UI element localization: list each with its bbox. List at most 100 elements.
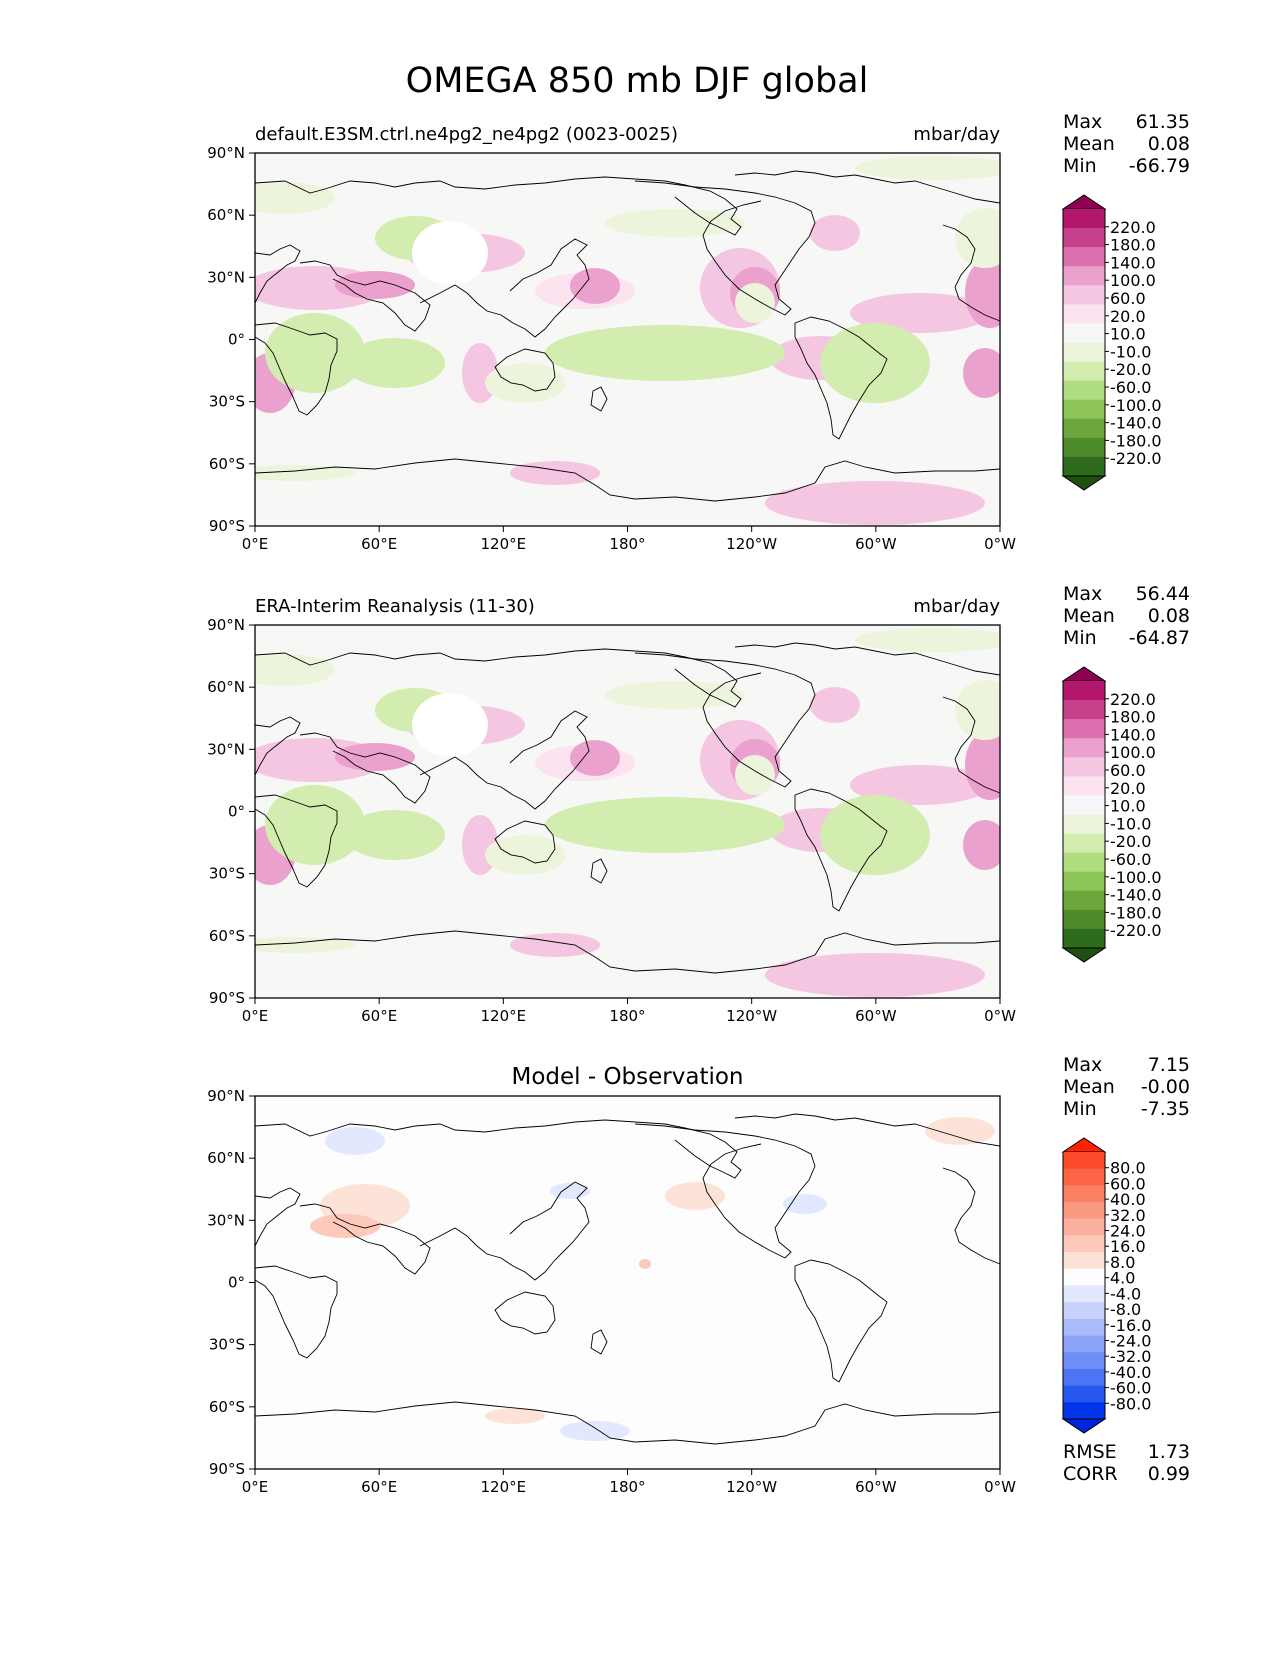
panel-difference: Model - Observation 90°N 60°N 30°N 0° 30°S 60°…	[207, 1054, 1190, 1496]
colorbar-segment	[1063, 1302, 1105, 1320]
contour-region	[485, 363, 565, 403]
lon-tick-label: 60°W	[855, 535, 897, 553]
contour-region	[485, 1408, 545, 1424]
lon-tick-label: 0°E	[242, 1478, 269, 1496]
contour-region	[545, 325, 785, 381]
stat-label: Max	[1063, 1054, 1102, 1076]
colorbar-tick-label: 60.0	[1110, 289, 1146, 308]
contour-region	[570, 268, 620, 304]
lat-tick-label: 0°	[228, 803, 245, 821]
lon-tick-label: 60°E	[361, 1007, 397, 1025]
lat-tick-label: 30°S	[209, 393, 245, 411]
colorbar-segment	[1063, 342, 1105, 362]
colorbar-tick-label: -32.0	[1110, 1347, 1151, 1366]
contour-region	[735, 755, 775, 795]
contour-region	[605, 209, 745, 237]
map: 90°N 60°N 30°N 0° 30°S 60°S 90°S0°E 60°E 120°E 18…	[207, 616, 1016, 1025]
colorbar-tick-label: -4.0	[1110, 1284, 1141, 1303]
colorbar-segment	[1063, 909, 1105, 930]
colorbar-tick-label: -60.0	[1110, 850, 1151, 869]
panel-reference: ERA-Interim Reanalysis (11-30) mbar/day90…	[207, 583, 1190, 1025]
colorbar-tick-label: 60.0	[1110, 761, 1146, 780]
lon-tick-label: 0°W	[984, 1007, 1016, 1025]
colorbar-tick-label: 10.0	[1110, 797, 1146, 816]
lon-tick-label: 120°W	[726, 1478, 777, 1496]
colorbar-segment	[1063, 456, 1105, 477]
colorbar-segment	[1063, 1218, 1105, 1236]
stat-value: 61.35	[1136, 111, 1190, 133]
colorbar-tick-label: 80.0	[1110, 1159, 1146, 1178]
colorbar-extend-max	[1061, 666, 1107, 682]
colorbar-tick-label: -100.0	[1110, 396, 1162, 415]
contour-region	[963, 820, 1000, 870]
colorbar-segment	[1063, 209, 1105, 229]
contour-region	[335, 271, 415, 299]
colorbar-segment	[1063, 1285, 1105, 1303]
colorbar-segment	[1063, 738, 1105, 758]
colorbar-tick-label: -20.0	[1110, 832, 1151, 851]
contour-region	[665, 1182, 725, 1210]
contour-region	[335, 743, 415, 771]
contour-fill	[255, 628, 1000, 997]
lon-tick-label: 60°W	[855, 1007, 897, 1025]
lon-tick-label: 0°E	[242, 1007, 269, 1025]
stat-label: Min	[1063, 627, 1097, 649]
colorbar-tick-label: 4.0	[1110, 1269, 1135, 1288]
lon-tick-label: 120°E	[481, 1478, 527, 1496]
colorbar-tick-label: 32.0	[1110, 1206, 1146, 1225]
lat-tick-label: 0°	[228, 1274, 245, 1292]
lat-tick-label: 30°S	[209, 1336, 245, 1354]
lon-tick-label: 60°W	[855, 1478, 897, 1496]
stat-label: Mean	[1063, 133, 1115, 155]
colorbar-tick-label: -10.0	[1110, 814, 1151, 833]
lat-tick-label: 90°N	[207, 144, 245, 162]
colorbar-segment	[1063, 776, 1105, 796]
lat-tick-label: 30°N	[207, 1211, 245, 1229]
stat-value: 56.44	[1136, 583, 1190, 605]
stat-value: 7.15	[1148, 1054, 1190, 1076]
stat-value: -66.79	[1129, 155, 1190, 177]
contour-region	[545, 797, 785, 853]
lon-tick-label: 60°E	[361, 535, 397, 553]
colorbar-tick-label: -20.0	[1110, 360, 1151, 379]
colorbar-segment	[1063, 1235, 1105, 1253]
contour-region	[925, 1117, 995, 1145]
colorbar: 220.0180.0140.0100.060.020.010.0-10.0-20…	[1061, 666, 1162, 963]
colorbar-tick-label: 220.0	[1110, 690, 1156, 709]
contour-region	[345, 338, 445, 388]
contour-region	[765, 953, 985, 997]
colorbar-outline	[1062, 681, 1106, 948]
colorbar-tick-label: 24.0	[1110, 1222, 1146, 1241]
contour-region	[850, 293, 990, 333]
map: 90°N 60°N 30°N 0° 30°S 60°S 90°S0°E 60°E 120°E 18…	[207, 144, 1016, 553]
panel-left-title: ERA-Interim Reanalysis (11-30)	[255, 596, 535, 617]
colorbar-segment	[1063, 852, 1105, 873]
stat-value: -7.35	[1141, 1098, 1190, 1120]
rmse-label: RMSE	[1063, 1441, 1117, 1463]
lon-tick-label: 180°	[609, 1007, 645, 1025]
lat-tick-label: 30°N	[207, 268, 245, 286]
stat-label: Mean	[1063, 605, 1115, 627]
colorbar-segment	[1063, 323, 1105, 343]
colorbar-tick-label: 10.0	[1110, 325, 1146, 344]
colorbar-segment	[1063, 1335, 1105, 1353]
colorbar-tick-label: 40.0	[1110, 1190, 1146, 1209]
contour-region	[255, 465, 355, 481]
lat-tick-label: 60°N	[207, 678, 245, 696]
colorbar-tick-label: -60.0	[1110, 1379, 1151, 1398]
colorbar-segment	[1063, 1152, 1105, 1169]
lat-tick-label: 30°S	[209, 865, 245, 883]
colorbar-tick-label: -16.0	[1110, 1316, 1151, 1335]
rmse-value: 1.73	[1148, 1441, 1190, 1463]
contour-region	[810, 687, 860, 723]
colorbar-extend-min	[1061, 947, 1107, 963]
lat-tick-label: 30°N	[207, 740, 245, 758]
colorbar-segment	[1063, 681, 1105, 701]
lon-tick-label: 120°E	[481, 535, 527, 553]
contour-region	[965, 730, 1000, 800]
contour-region	[965, 258, 1000, 328]
colorbar-segment	[1063, 1352, 1105, 1370]
lat-tick-label: 60°S	[209, 1398, 245, 1416]
colorbar-extend-max	[1061, 194, 1107, 210]
